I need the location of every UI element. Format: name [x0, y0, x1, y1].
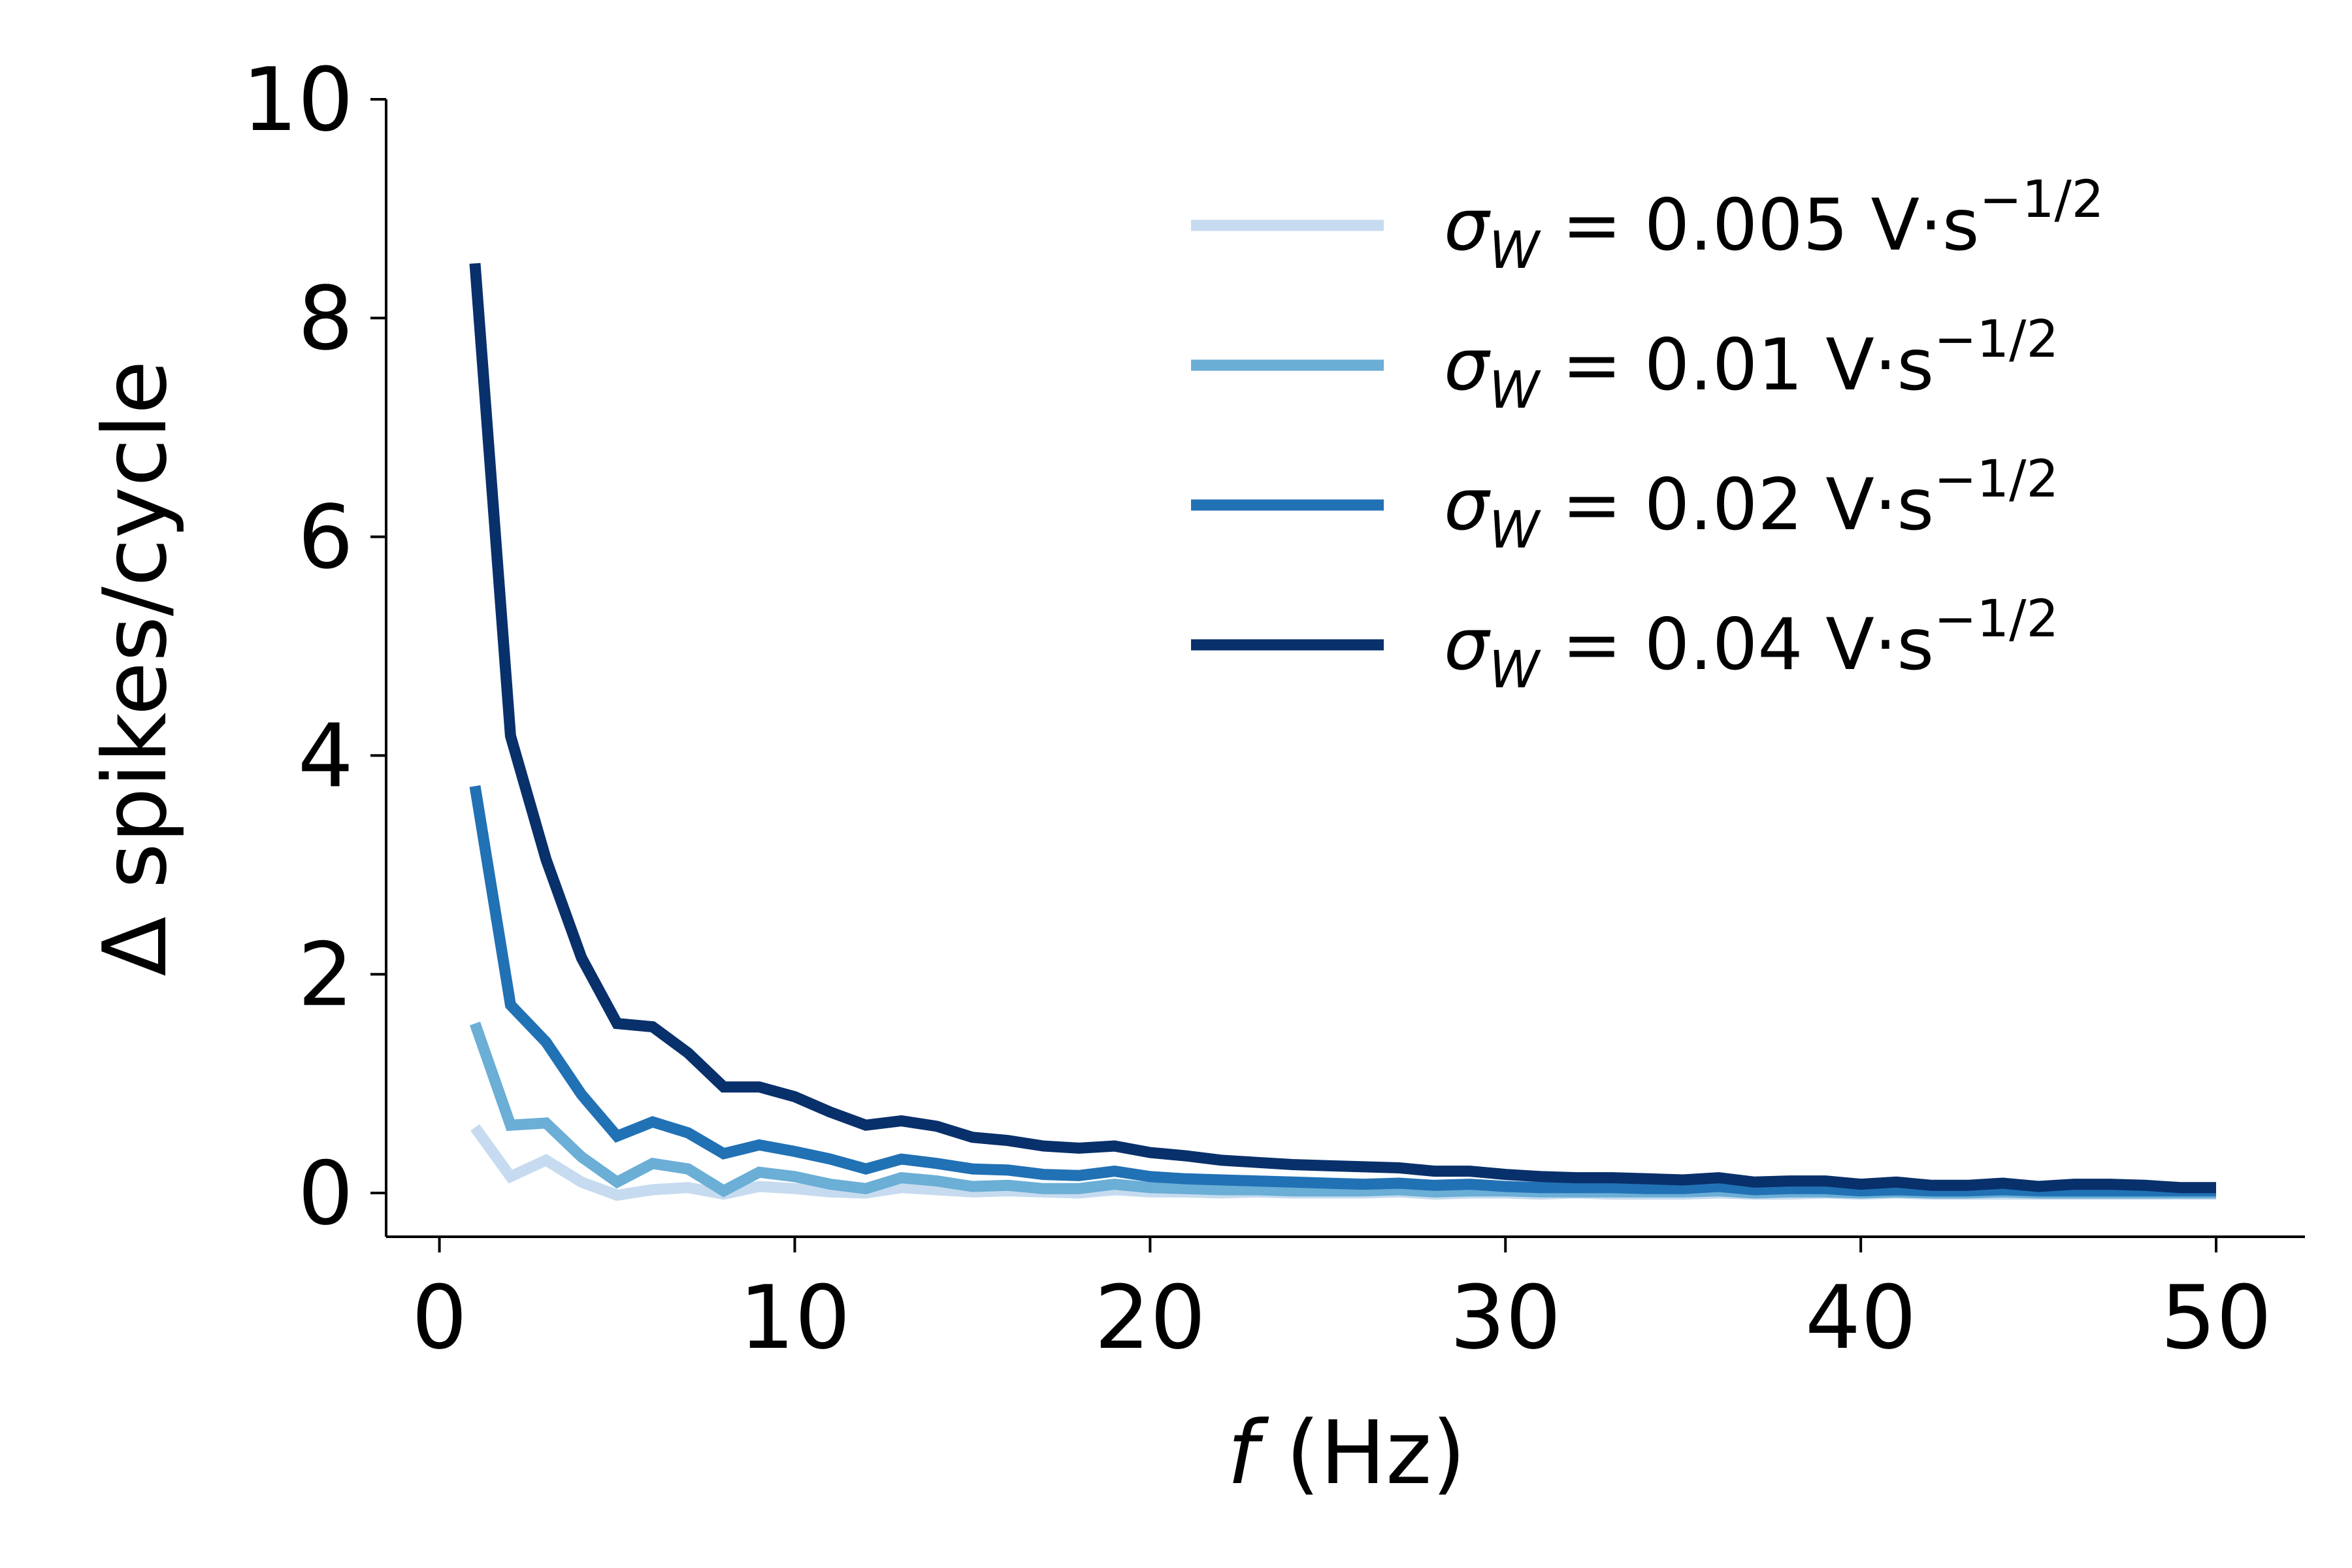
y-tick-label: 0: [298, 1143, 353, 1245]
legend-label-superscript: −1/2: [1934, 310, 2059, 369]
legend-label-subscript: W: [1489, 361, 1541, 420]
x-tick-label: 30: [1450, 1267, 1561, 1369]
series-layer: [469, 263, 2216, 1201]
y-tick-label: 6: [298, 487, 353, 589]
x-tick-label: 10: [739, 1267, 851, 1369]
legend-label-superscript: −1/2: [1934, 590, 2059, 649]
legend-label-value: = 0.005 V·s: [1539, 184, 1979, 267]
legend-label-symbol: σ: [1444, 323, 1491, 406]
legend-label-value: = 0.01 V·s: [1539, 323, 1934, 406]
series-line-3: [469, 785, 2216, 1197]
y-tick-label: 8: [298, 268, 353, 370]
legend-label-symbol: σ: [1444, 463, 1491, 546]
legend-label-symbol: σ: [1444, 184, 1491, 267]
legend-label-superscript: −1/2: [1934, 450, 2059, 509]
legend-label: σW = 0.01 V·s−1/2: [1444, 310, 2059, 420]
legend-label-superscript: −1/2: [1980, 171, 2104, 229]
y-axis-label: Δ spikes/cycle: [84, 361, 186, 977]
y-tick-label: 10: [242, 49, 353, 151]
legend-label-symbol: σ: [1444, 603, 1491, 686]
legend-label-subscript: W: [1489, 501, 1541, 560]
series-line-4: [469, 263, 2216, 1194]
legend-label: σW = 0.005 V·s−1/2: [1444, 171, 2104, 280]
legend-label-subscript: W: [1489, 221, 1541, 280]
legend-label-subscript: W: [1489, 641, 1541, 700]
legend-entry-2: σW = 0.01 V·s−1/2: [1191, 310, 2059, 420]
x-tick-label: 50: [2161, 1267, 2272, 1369]
ticks-layer: 0 10 20 30 40 50 0 2 4 6 8 10: [242, 49, 2272, 1369]
x-axis-label-unit: (Hz): [1258, 1402, 1465, 1504]
legend: σW = 0.005 V·s−1/2σW = 0.01 V·s−1/2σW = …: [1191, 171, 2104, 700]
legend-entry-4: σW = 0.04 V·s−1/2: [1191, 590, 2059, 700]
x-tick-label: 40: [1805, 1267, 1917, 1369]
legend-entry-1: σW = 0.005 V·s−1/2: [1191, 171, 2104, 280]
y-tick-label: 4: [298, 705, 353, 807]
legend-label-value: = 0.04 V·s: [1539, 603, 1934, 686]
x-tick-label: 0: [412, 1267, 467, 1369]
x-tick-label: 20: [1094, 1267, 1206, 1369]
y-tick-label: 2: [298, 924, 353, 1026]
legend-entry-3: σW = 0.02 V·s−1/2: [1191, 450, 2059, 560]
axes-layer: [385, 99, 2305, 1238]
legend-label: σW = 0.04 V·s−1/2: [1444, 590, 2059, 700]
legend-label: σW = 0.02 V·s−1/2: [1444, 450, 2059, 560]
x-axis-label: f (Hz): [1227, 1402, 1465, 1504]
legend-label-value: = 0.02 V·s: [1539, 463, 1934, 546]
